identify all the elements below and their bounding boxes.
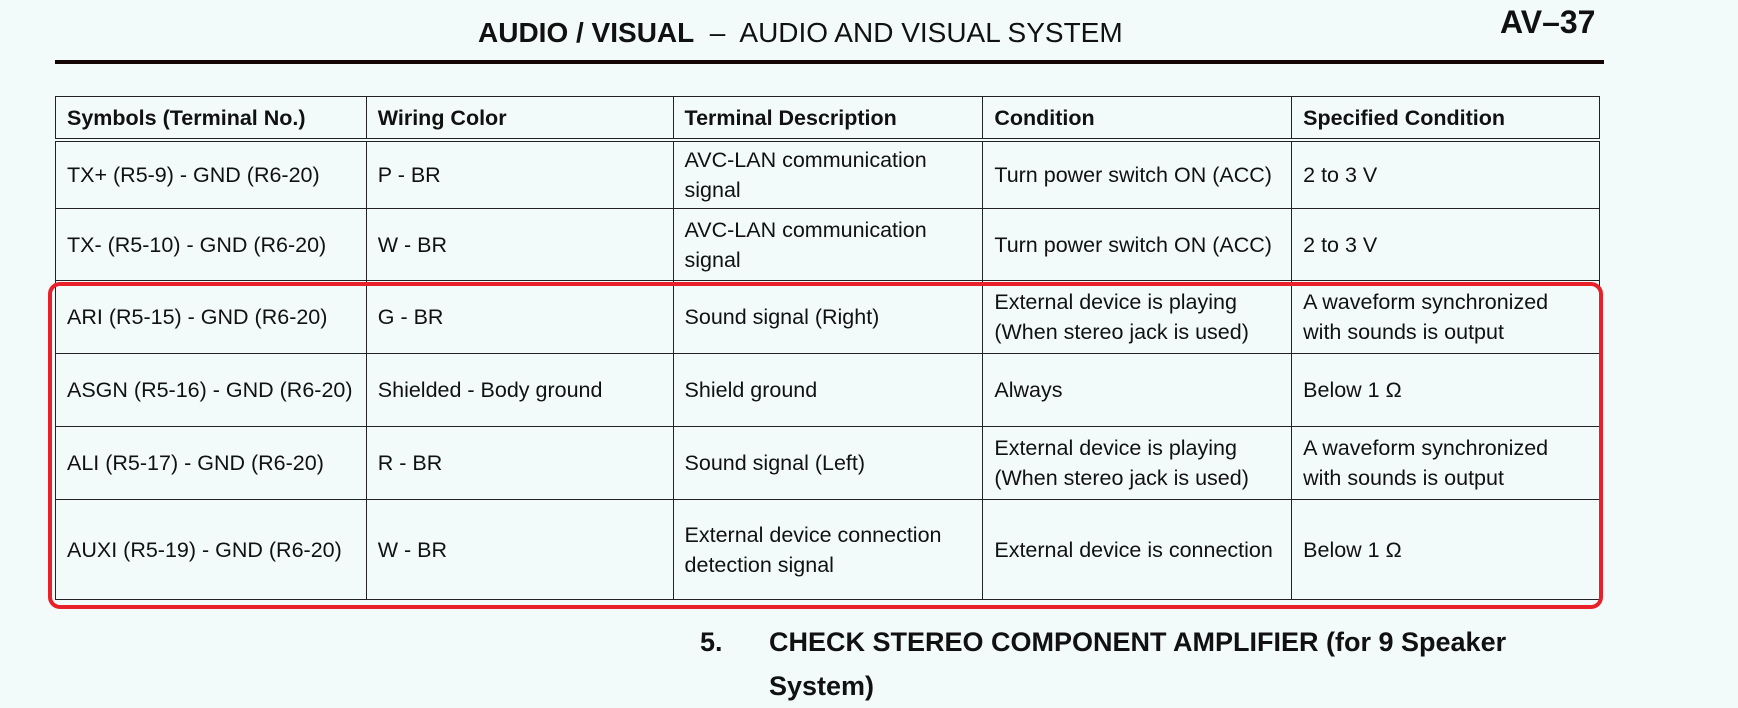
step-number: 5. xyxy=(700,627,723,657)
column-header: Terminal Description xyxy=(672,96,984,142)
table-row: TX+ (R5-9) - GND (R6-20) P - BR AVC-LAN co… xyxy=(55,139,1600,209)
table-cell: AVC-LAN communication signal xyxy=(672,139,984,209)
table-cell: External device is connection xyxy=(982,499,1293,600)
section-title-bold: AUDIO / VISUAL xyxy=(478,17,695,48)
terminal-table: Symbols (Terminal No.) Wiring Color Term… xyxy=(55,96,1600,600)
table-cell: TX+ (R5-9) - GND (R6-20) xyxy=(55,139,367,209)
table-cell: W - BR xyxy=(365,499,674,600)
table-header-row: Symbols (Terminal No.) Wiring Color Term… xyxy=(55,96,1600,142)
table-cell: ARI (R5-15) - GND (R6-20) xyxy=(55,280,367,354)
table-cell: AUXI (R5-19) - GND (R6-20) xyxy=(55,499,367,600)
table-cell: External device is playing (When stereo … xyxy=(982,426,1293,500)
header-rule xyxy=(55,60,1604,64)
table-cell: Below 1 Ω xyxy=(1291,499,1600,600)
table-cell: R - BR xyxy=(365,426,674,500)
table-row: ASGN (R5-16) - GND (R6-20) Shielded - Bod… xyxy=(55,353,1600,427)
table-row: ALI (R5-17) - GND (R6-20) R - BR Sound sig… xyxy=(55,426,1600,500)
table-cell: Turn power switch ON (ACC) xyxy=(982,208,1293,281)
table-cell: External device connection detection sig… xyxy=(672,499,984,600)
table-cell: 2 to 3 V xyxy=(1291,139,1600,209)
column-header: Specified Condition xyxy=(1291,96,1600,142)
table-cell: Sound signal (Left) xyxy=(672,426,984,500)
table-cell: ASGN (R5-16) - GND (R6-20) xyxy=(55,353,367,427)
table-cell: Shielded - Body ground xyxy=(365,353,674,427)
table-cell: A waveform synchronized with sounds is o… xyxy=(1291,426,1600,500)
table-cell: P - BR xyxy=(365,139,674,209)
table-row: ARI (R5-15) - GND (R6-20) G - BR Sound sig… xyxy=(55,280,1600,354)
table-cell: Turn power switch ON (ACC) xyxy=(982,139,1293,209)
column-header: Wiring Color xyxy=(365,96,674,142)
table-cell: AVC-LAN communication signal xyxy=(672,208,984,281)
column-header: Condition xyxy=(982,96,1293,142)
table-cell: TX- (R5-10) - GND (R6-20) xyxy=(55,208,367,281)
column-header: Symbols (Terminal No.) xyxy=(55,96,367,142)
table-row: TX- (R5-10) - GND (R6-20) W - BR AVC-LAN c… xyxy=(55,208,1600,281)
table-cell: A waveform synchronized with sounds is o… xyxy=(1291,280,1600,354)
section-title-separator: – xyxy=(709,17,726,48)
table-cell: Shield ground xyxy=(672,353,984,427)
table-cell: Sound signal (Right) xyxy=(672,280,984,354)
table-cell: Always xyxy=(982,353,1293,427)
section-title: AUDIO / VISUAL – AUDIO AND VISUAL SYSTEM xyxy=(478,17,1123,49)
table-cell: ALI (R5-17) - GND (R6-20) xyxy=(55,426,367,500)
table-cell: External device is playing (When stereo … xyxy=(982,280,1293,354)
table-cell: 2 to 3 V xyxy=(1291,208,1600,281)
section-title-rest: AUDIO AND VISUAL SYSTEM xyxy=(739,17,1123,48)
table-cell: Below 1 Ω xyxy=(1291,353,1600,427)
page-number: AV–37 xyxy=(1500,4,1596,40)
table-cell: W - BR xyxy=(365,208,674,281)
step-title: CHECK STEREO COMPONENT AMPLIFIER (for 9 … xyxy=(769,627,1507,701)
table-cell: G - BR xyxy=(365,280,674,354)
table-row: AUXI (R5-19) - GND (R6-20) W - BR External… xyxy=(55,499,1600,600)
